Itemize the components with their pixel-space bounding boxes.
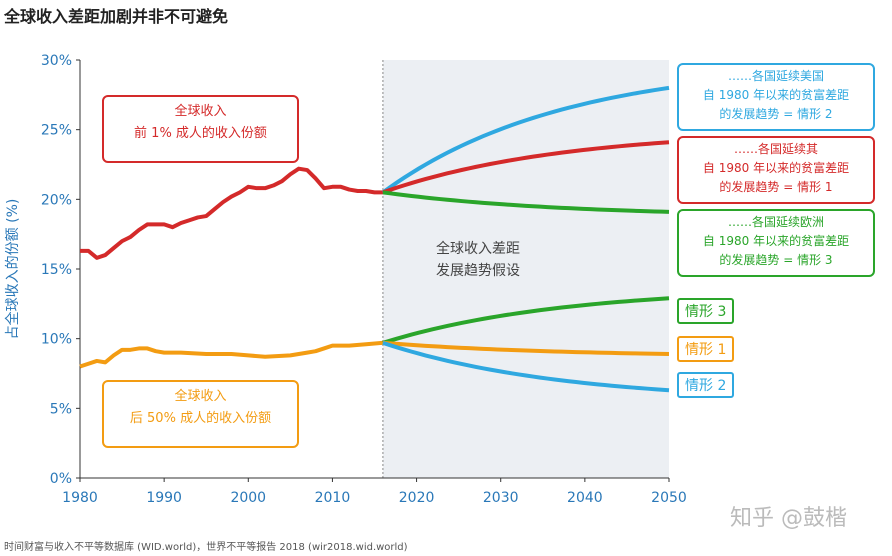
box-line: 的发展趋势 = 情形 3 xyxy=(719,253,833,267)
box-line: 自 1980 年以来的贫富差距 xyxy=(702,88,850,102)
annotation-top1: 全球收入 前 1% 成人的收入份额 xyxy=(102,95,299,163)
source-note: 时间财富与收入不平等数据库 (WID.world)，世界不平等报告 2018 (… xyxy=(4,542,408,553)
y-tick-label: 20% xyxy=(41,192,72,208)
scenario-box-1: ……各国延续其 自 1980 年以来的贫富差距 的发展趋势 = 情形 1 xyxy=(677,136,875,204)
box-line: ……各国延续欧洲 xyxy=(727,215,824,229)
y-tick-label: 10% xyxy=(41,332,72,348)
series-line-red xyxy=(80,166,383,260)
x-tick-label: 1990 xyxy=(146,490,182,506)
x-tick-label: 2000 xyxy=(230,490,266,506)
projection-line-top1-red xyxy=(382,140,670,195)
x-tick-label: 1980 xyxy=(62,490,98,506)
projection-label: 全球收入差距 发展趋势假设 xyxy=(408,238,548,282)
projection-line-top1-blue xyxy=(381,85,670,194)
annotation-bottom50: 全球收入 后 50% 成人的收入份额 xyxy=(102,380,299,448)
x-tick-label: 2020 xyxy=(399,490,435,506)
projection-shade xyxy=(382,60,669,478)
x-tick-label: 2010 xyxy=(315,490,351,506)
x-tick-label: 2030 xyxy=(483,490,519,506)
scenario-box-3: ……各国延续欧洲 自 1980 年以来的贫富差距 的发展趋势 = 情形 3 xyxy=(677,209,875,277)
y-axis-label: 占全球收入的份额 (%) xyxy=(4,199,21,340)
box-line: 自 1980 年以来的贫富差距 xyxy=(702,161,850,175)
projection-line-bottom50-green xyxy=(382,296,670,345)
scenario-tag-2: 情形 2 xyxy=(677,372,735,398)
scenario-tag-1: 情形 1 xyxy=(677,336,735,362)
box-line: ……各国延续其 xyxy=(733,142,818,156)
projection-line-bottom50-orange xyxy=(382,340,670,356)
scenario-box-2: ……各国延续美国 自 1980 年以来的贫富差距 的发展趋势 = 情形 2 xyxy=(677,63,875,131)
annotation-line: 全球收入 xyxy=(174,389,227,404)
y-tick-label: 30% xyxy=(41,53,72,69)
annotation-line: 后 50% 成人的收入份额 xyxy=(129,411,272,426)
projection-line-top1-green xyxy=(382,190,670,214)
scenario-tag-3: 情形 3 xyxy=(677,298,735,324)
projection-label-line: 全球收入差距 xyxy=(436,241,520,257)
projection-label-line: 发展趋势假设 xyxy=(436,263,520,279)
box-line: 的发展趋势 = 情形 1 xyxy=(719,180,833,194)
annotation-line: 前 1% 成人的收入份额 xyxy=(134,126,267,141)
annotation-line: 全球收入 xyxy=(174,104,227,119)
x-tick-label: 2040 xyxy=(567,490,603,506)
box-line: 的发展趋势 = 情形 2 xyxy=(719,107,833,121)
x-tick-label: 2050 xyxy=(651,490,687,506)
y-tick-label: 25% xyxy=(41,123,72,139)
series-line-orange xyxy=(79,340,384,369)
box-line: ……各国延续美国 xyxy=(727,69,824,83)
y-tick-label: 5% xyxy=(50,401,72,417)
box-line: 自 1980 年以来的贫富差距 xyxy=(702,234,850,248)
y-tick-label: 0% xyxy=(50,471,72,487)
watermark: 知乎 @鼓楷 xyxy=(730,506,847,531)
chart-title: 全球收入差距加剧并非不可避免 xyxy=(4,7,229,26)
y-tick-label: 15% xyxy=(41,262,72,278)
projection-line-bottom50-blue xyxy=(382,340,670,393)
